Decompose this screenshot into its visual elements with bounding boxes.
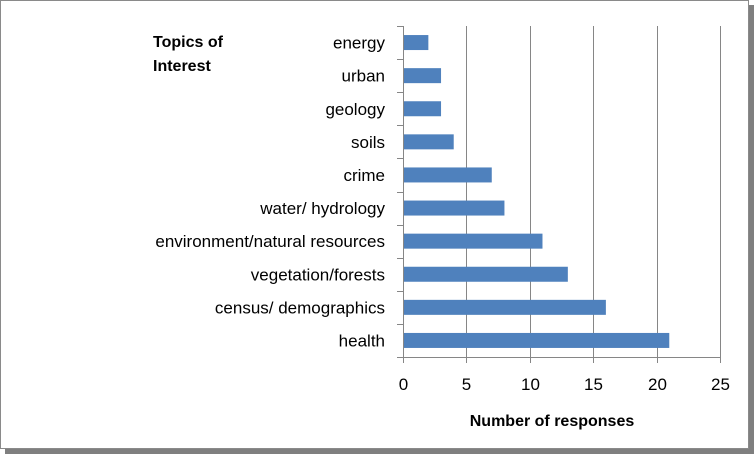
chart-title-line-2: Interest bbox=[153, 58, 211, 75]
x-tick-label: 0 bbox=[399, 375, 408, 394]
x-tick-labels: 0 5 10 15 20 25 bbox=[399, 375, 730, 394]
category-label: health bbox=[339, 331, 385, 350]
category-label: vegetation/forests bbox=[251, 265, 385, 284]
category-labels: energy urban geology soils crime water/ hydro… bbox=[155, 34, 385, 351]
bar bbox=[403, 200, 505, 216]
category-label: environment/natural resources bbox=[155, 232, 385, 251]
bars bbox=[403, 35, 670, 348]
category-label: urban bbox=[342, 67, 385, 86]
bar bbox=[403, 35, 429, 51]
category-label: water/ hydrology bbox=[259, 199, 385, 218]
bar bbox=[403, 299, 606, 315]
x-tick-marks bbox=[403, 357, 721, 363]
bar bbox=[403, 167, 492, 183]
bar bbox=[403, 134, 454, 150]
x-tick-label: 10 bbox=[521, 375, 540, 394]
category-label: energy bbox=[333, 34, 385, 53]
y-tick-marks bbox=[397, 26, 403, 358]
category-label: census/ demographics bbox=[215, 298, 385, 317]
x-tick-label: 5 bbox=[462, 375, 471, 394]
bar bbox=[403, 266, 568, 282]
bar bbox=[403, 332, 670, 348]
x-axis-title: Number of responses bbox=[470, 413, 635, 430]
bar bbox=[403, 233, 543, 249]
bar bbox=[403, 101, 442, 117]
chart-frame: Topics of Interest energy urban geology soi… bbox=[0, 0, 749, 449]
bar-chart: Topics of Interest energy urban geology soi… bbox=[153, 26, 730, 430]
x-tick-label: 20 bbox=[648, 375, 667, 394]
category-label: soils bbox=[351, 133, 385, 152]
x-tick-label: 25 bbox=[711, 375, 730, 394]
chart-title-line-1: Topics of bbox=[153, 34, 224, 51]
category-label: geology bbox=[325, 100, 385, 119]
x-tick-label: 15 bbox=[584, 375, 603, 394]
category-label: crime bbox=[343, 166, 385, 185]
bar bbox=[403, 68, 442, 84]
